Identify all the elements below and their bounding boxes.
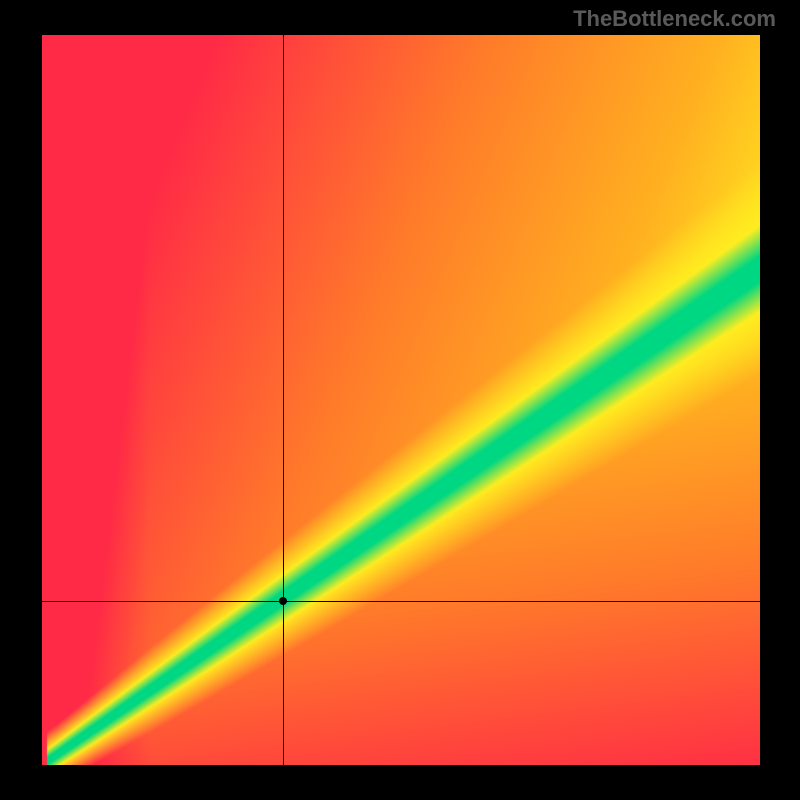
crosshair-horizontal (42, 601, 760, 602)
crosshair-marker (279, 597, 287, 605)
watermark-text: TheBottleneck.com (573, 6, 776, 32)
crosshair-vertical (283, 35, 284, 765)
plot-area (42, 35, 760, 765)
heatmap-canvas (42, 35, 760, 765)
